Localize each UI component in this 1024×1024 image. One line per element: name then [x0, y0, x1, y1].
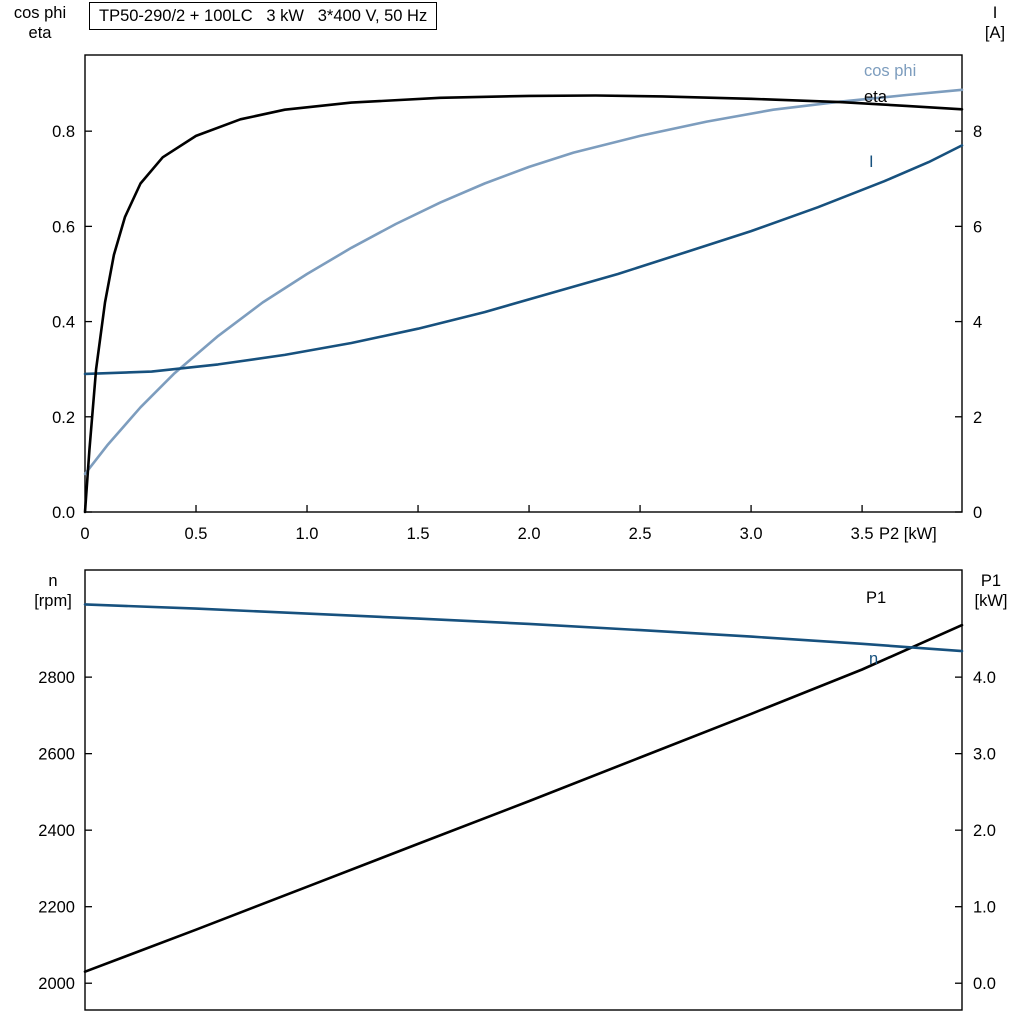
x-tick-label: 0.5 [185, 525, 208, 543]
y-left-tick-label: 0.8 [52, 123, 75, 141]
y-left-tick-label: 2200 [38, 899, 75, 917]
curve-label-current: I [869, 153, 874, 171]
y-left-axis-title-bottom: n [rpm] [20, 571, 86, 611]
y-left-tick-label: 0.0 [52, 504, 75, 522]
x-tick-label: 0 [80, 525, 89, 543]
y-left-tick-label: 2000 [38, 975, 75, 993]
y-right-axis-title-bottom: P1 [kW] [962, 571, 1020, 611]
plot-frame [84, 569, 963, 1011]
y-right-tick-label: 0 [973, 504, 982, 522]
curve-label-speed: n [869, 650, 879, 668]
y-left-tick-label: 0.4 [52, 314, 75, 332]
x-tick-label: 2.0 [518, 525, 541, 543]
y-right-tick-label: 4 [973, 314, 982, 332]
y-right-tick-label: 6 [973, 218, 982, 236]
x-tick-label: 2.5 [629, 525, 652, 543]
y-right-tick-label: 2.0 [973, 822, 996, 840]
series-cos-phi [83, 88, 964, 476]
series-i [83, 144, 964, 376]
y-right-axis-title-line2: [A] [984, 24, 1006, 42]
y-left-tick-label: 0.2 [52, 409, 75, 427]
y-left-tick-label: 2600 [38, 746, 75, 764]
x-axis-title-top: P2 [kW] [879, 525, 937, 543]
y-left-tick-label: 0.6 [52, 218, 75, 236]
y-right-tick-label: 2 [973, 409, 982, 427]
x-tick-label: 1.0 [296, 525, 319, 543]
y-right-tick-label: 1.0 [973, 899, 996, 917]
chart-title-box: TP50-290/2 + 100LC 3 kW 3*400 V, 50 Hz [89, 2, 438, 30]
x-tick-label: 3.5 [851, 525, 874, 543]
y-right-tick-label: 3.0 [973, 746, 996, 764]
curve-label-cos-phi: cos phi [864, 62, 917, 80]
y-left-axis-title-line2: eta [28, 24, 52, 42]
y-right-tick-label: 8 [973, 123, 982, 141]
y-left-axis-title-bottom-line2: [rpm] [34, 592, 72, 610]
y-right-axis-title-line1: I [992, 4, 998, 22]
y-left-tick-label: 2400 [38, 822, 75, 840]
series-p1 [83, 623, 964, 974]
plot-frame [84, 54, 963, 513]
y-left-axis-title-line1: cos phi [13, 4, 67, 22]
y-right-axis-title-bottom-line2: [kW] [974, 592, 1008, 610]
curve-label-eta: eta [864, 88, 887, 106]
series-eta [83, 94, 964, 514]
y-right-tick-label: 4.0 [973, 669, 996, 687]
y-right-axis-title-top: I [A] [972, 3, 1018, 43]
series-n [83, 603, 964, 653]
curve-label-p1: P1 [866, 589, 887, 607]
y-left-tick-label: 2800 [38, 669, 75, 687]
y-right-tick-label: 0.0 [973, 975, 996, 993]
x-tick-label: 1.5 [407, 525, 430, 543]
x-tick-label: 3.0 [740, 525, 763, 543]
y-left-axis-title-top: cos phi eta [2, 3, 78, 43]
y-left-axis-title-bottom-line1: n [48, 572, 58, 590]
y-right-axis-title-bottom-line1: P1 [980, 572, 1002, 590]
